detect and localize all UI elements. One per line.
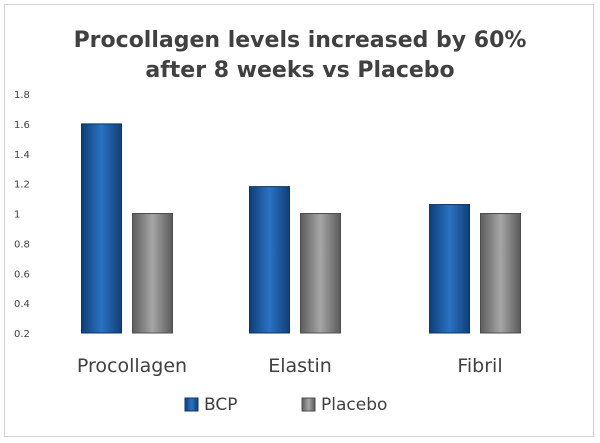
y-tick-label: 1.2 <box>14 180 30 191</box>
y-axis-ticks: 0.2 0.4 0.6 0.8 1 1.2 1.4 1.6 1.8 <box>14 90 30 340</box>
y-tick-label: 1.6 <box>14 120 30 131</box>
y-tick-label: 1.8 <box>14 90 30 101</box>
x-category-label: Elastin <box>268 355 332 377</box>
legend-label-placebo: Placebo <box>321 395 387 415</box>
y-tick-label: 1.4 <box>14 150 30 161</box>
y-tick-label: 0.2 <box>14 329 30 340</box>
y-tick-label: 0.6 <box>14 269 30 280</box>
bar-placebo-procollagen <box>132 213 173 334</box>
bar-bcp-procollagen <box>81 123 122 334</box>
chart-title: Procollagen levels increased by 60% afte… <box>0 26 600 86</box>
x-category-label: Procollagen <box>77 355 187 377</box>
bar-bcp-elastin <box>249 186 290 334</box>
legend-swatch-bcp <box>184 397 199 412</box>
bar-placebo-fibril <box>480 213 521 334</box>
legend-swatch-placebo <box>301 397 316 412</box>
chart-title-line-1: Procollagen levels increased by 60% <box>73 28 527 53</box>
x-category-label: Fibril <box>457 355 502 377</box>
legend-label-bcp: BCP <box>204 395 238 415</box>
y-tick-label: 0.8 <box>14 239 30 250</box>
y-tick-label: 1 <box>14 210 20 221</box>
bar-bcp-fibril <box>429 204 470 334</box>
bars-group <box>81 123 521 334</box>
chart-title-line-2: after 8 weeks vs Placebo <box>145 58 455 83</box>
legend: BCP Placebo <box>184 395 387 415</box>
y-tick-label: 0.4 <box>14 299 30 310</box>
bar-placebo-elastin <box>300 213 341 334</box>
category-labels: Procollagen Elastin Fibril <box>77 355 503 377</box>
